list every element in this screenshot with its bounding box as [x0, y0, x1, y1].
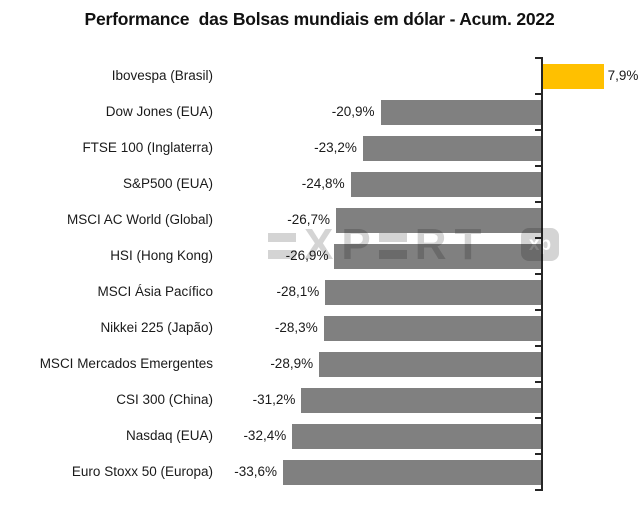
chart-row: Euro Stoxx 50 (Europa) -33,6% — [0, 454, 639, 490]
value-label: -28,3% — [274, 320, 318, 335]
chart-row: HSI (Hong Kong) -26,9% — [0, 238, 639, 274]
chart-row: MSCI Ásia Pacífico -28,1% — [0, 274, 639, 310]
category-label: HSI (Hong Kong) — [110, 248, 213, 263]
value-label: -26,9% — [285, 248, 329, 263]
value-label: -20,9% — [331, 104, 375, 119]
negative-bar — [362, 135, 541, 161]
category-label: MSCI Mercados Emergentes — [39, 356, 213, 371]
category-label: Dow Jones (EUA) — [105, 104, 213, 119]
negative-bar — [325, 279, 541, 305]
negative-bar — [335, 207, 541, 233]
negative-bar — [380, 99, 541, 125]
axis-tick — [535, 489, 541, 491]
category-label: S&P500 (EUA) — [122, 176, 213, 191]
category-axis — [541, 57, 543, 491]
positive-bar — [543, 63, 604, 89]
chart-row: FTSE 100 (Inglaterra) -23,2% — [0, 130, 639, 166]
axis-tick — [535, 201, 541, 203]
category-label: CSI 300 (China) — [116, 392, 213, 407]
value-label: -26,7% — [287, 212, 330, 227]
category-label: Nasdaq (EUA) — [125, 428, 213, 443]
axis-tick — [535, 381, 541, 383]
chart-title: Performance das Bolsas mundiais em dólar… — [84, 9, 555, 29]
axis-tick — [535, 57, 541, 59]
axis-tick — [535, 129, 541, 131]
axis-tick — [535, 453, 541, 455]
axis-tick — [535, 345, 541, 347]
value-label: -28,1% — [276, 284, 320, 299]
category-label: MSCI AC World (Global) — [66, 212, 213, 227]
value-label: -23,2% — [314, 140, 357, 155]
negative-bar — [319, 351, 541, 377]
chart-row: MSCI Mercados Emergentes -28,9% — [0, 346, 639, 382]
value-label: -33,6% — [234, 464, 277, 479]
value-label: -24,8% — [301, 176, 345, 191]
negative-bar — [301, 387, 541, 413]
chart-row: Nikkei 225 (Japão) -28,3% — [0, 310, 639, 346]
negative-bar — [283, 459, 541, 485]
chart-row: Nasdaq (EUA) -32,4% — [0, 418, 639, 454]
axis-tick — [535, 417, 541, 419]
chart-row: S&P500 (EUA) -24,8% — [0, 166, 639, 202]
chart-row: CSI 300 (China) -31,2% — [0, 382, 639, 418]
axis-tick — [535, 309, 541, 311]
negative-bar — [334, 243, 541, 269]
axis-tick — [535, 273, 541, 275]
category-label: Euro Stoxx 50 (Europa) — [71, 464, 213, 479]
negative-bar — [323, 315, 541, 341]
negative-bar — [350, 171, 541, 197]
category-label: Ibovespa (Brasil) — [111, 68, 213, 83]
category-label: FTSE 100 (Inglaterra) — [82, 140, 213, 155]
axis-tick — [535, 93, 541, 95]
value-label: 7,9% — [607, 68, 639, 83]
value-label: -32,4% — [243, 428, 287, 443]
chart-row: Ibovespa (Brasil) 7,9% — [0, 58, 639, 94]
axis-tick — [535, 165, 541, 167]
value-label: -31,2% — [252, 392, 296, 407]
chart-row: Dow Jones (EUA) -20,9% — [0, 94, 639, 130]
chart-row: MSCI AC World (Global) -26,7% — [0, 202, 639, 238]
category-label: MSCI Ásia Pacífico — [97, 284, 213, 299]
value-label: -28,9% — [270, 356, 314, 371]
negative-bar — [292, 423, 541, 449]
category-label: Nikkei 225 (Japão) — [100, 320, 213, 335]
